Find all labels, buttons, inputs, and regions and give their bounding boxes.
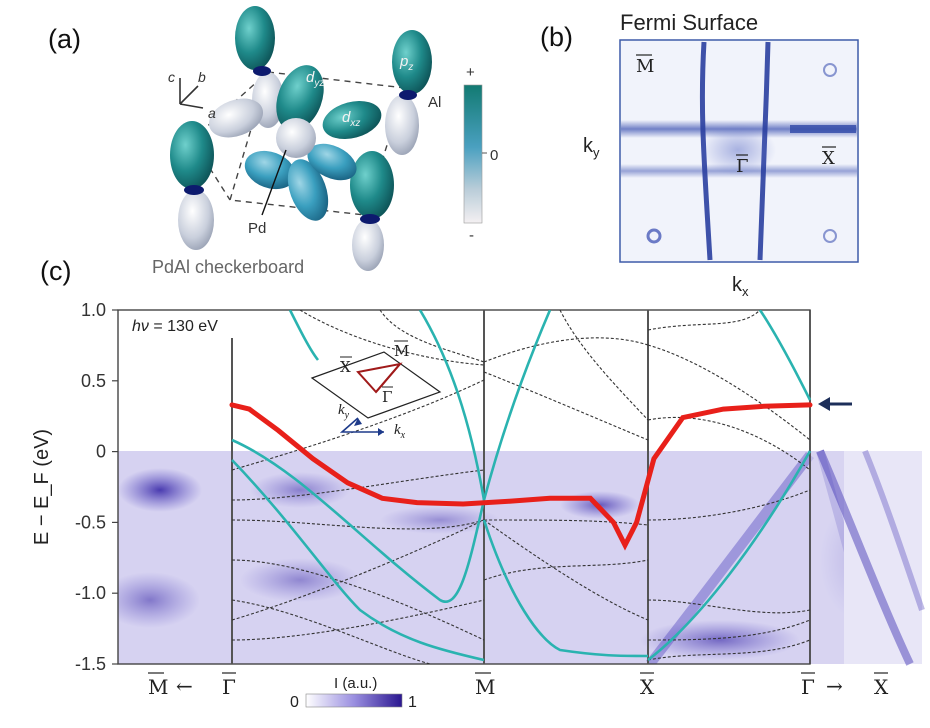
colorbar-max: 1: [408, 694, 417, 711]
fs-kx-label: kx: [732, 274, 749, 299]
x-arrow-left: ←: [176, 674, 193, 698]
fs-point-M: M: [636, 56, 654, 77]
fs-corner-pocket: [823, 63, 837, 77]
surface-band-line: [229, 402, 813, 551]
fs-vertical-band-right: [757, 41, 771, 261]
y-axis-label: E − E_F (eV): [31, 429, 53, 545]
fs-ky-label: ky: [583, 135, 600, 160]
dft-bands: [231, 310, 811, 664]
y-axis-ticks: 1.0 0.5 0 -0.5 -1.0 -1.5: [75, 300, 118, 674]
colorbar-plus-label: +: [466, 64, 475, 81]
photon-energy-label: hν = 130 eV: [132, 318, 218, 335]
pd-pointer-line: [261, 149, 287, 216]
axis-a-label: a: [208, 105, 216, 121]
fs-horizontal-band: [621, 120, 857, 138]
x-label-Gamma-right: Γ: [801, 675, 815, 699]
inset-kx-label: kx: [394, 422, 406, 441]
bz-inset: X M Γ ky kx: [310, 340, 442, 441]
axis-b-label: b: [198, 69, 206, 85]
fs-gamma-pocket: [700, 124, 776, 176]
axis-c-label: c: [168, 69, 175, 85]
orbital-phase-colorbar: [463, 84, 483, 224]
x-label-M: M: [475, 675, 495, 699]
intensity-colorbar: I (a.u.) 0 1: [290, 675, 417, 711]
fs-horizontal-band-lower: [621, 164, 857, 178]
surface-band-arrow: [818, 397, 852, 411]
x-label-M-left: M: [148, 675, 168, 699]
atom-al-label: Al: [428, 94, 441, 111]
x-arrow-right: →: [826, 674, 843, 698]
fermi-surface-title: Fermi Surface: [620, 10, 758, 35]
arpes-intensity-map: [118, 449, 844, 664]
y-tick-label: 1.0: [81, 300, 106, 320]
al-atom-top-right: [385, 30, 432, 155]
fermi-surface-map-frame: [619, 39, 859, 263]
orbital-pz-label: pz: [399, 53, 413, 73]
orbital-dyz-label: dyz: [306, 69, 324, 89]
panel-b-label: (b): [540, 22, 573, 52]
colorbar-minus-label: -: [469, 227, 474, 244]
band-plot-frame: [117, 309, 925, 666]
y-tick-label: -1.0: [75, 583, 106, 603]
fs-corner-pocket: [823, 229, 837, 243]
x-label-X: X: [640, 675, 655, 699]
x-label-Gamma: Γ: [222, 675, 236, 699]
fs-vertical-band-left: [699, 41, 713, 261]
panel-a-caption: PdAl checkerboard: [152, 257, 304, 277]
fs-corner-pocket: [646, 228, 662, 244]
y-tick-label: -1.5: [75, 654, 106, 674]
orbital-dxz-label: dxz: [342, 109, 360, 129]
colorbar-title: I (a.u.): [334, 675, 377, 692]
fs-point-X: X: [822, 148, 835, 169]
panel-a-label: (a): [48, 24, 81, 54]
y-tick-label: 0.5: [81, 371, 106, 391]
inset-ky-label: ky: [338, 402, 350, 421]
inset-X-label: X: [340, 358, 351, 376]
atom-pd-label: Pd: [248, 220, 266, 237]
colorbar-zero-label: 0: [490, 147, 498, 164]
panel-c-label: (c): [40, 256, 72, 286]
axes-triad: [179, 78, 204, 109]
fs-point-Gamma: Γ: [736, 156, 749, 177]
inset-Gamma-label: Γ: [382, 388, 392, 406]
colorbar-min: 0: [290, 694, 299, 711]
al-atom-bottom-right: [350, 151, 394, 271]
teal-bands: [231, 310, 812, 662]
pd-d-orbitals: [208, 65, 382, 221]
x-label-X-right: X: [874, 675, 889, 699]
x-path-labels: M ← Γ M X Γ → X: [148, 672, 889, 699]
y-tick-label: -0.5: [75, 512, 106, 532]
y-tick-label: 0: [96, 442, 106, 462]
panel-a-crystal-figure: c b a dyz dxz pz Al Pd PdAl checkerboard…: [152, 6, 498, 277]
al-atom-bottom-left: [170, 121, 214, 250]
inset-M-label: M: [394, 342, 409, 360]
